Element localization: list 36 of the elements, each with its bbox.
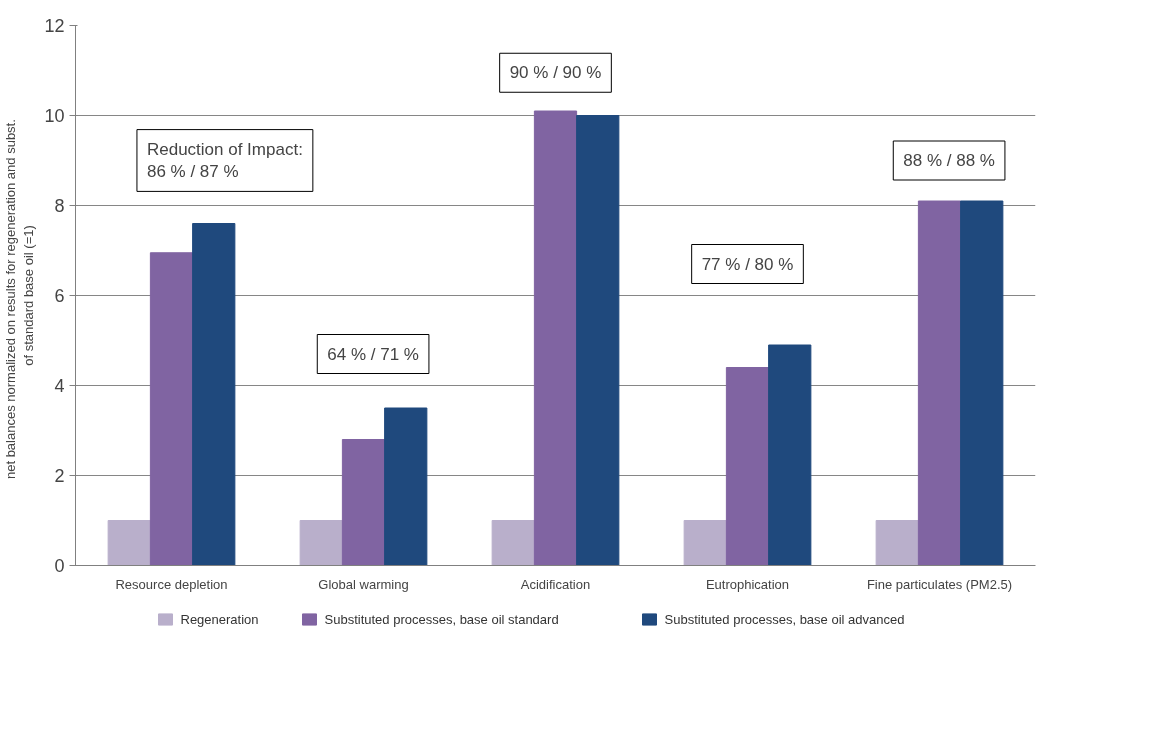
- annotation: 88 % / 88 %: [903, 151, 995, 170]
- bar: [299, 520, 343, 566]
- bar: [192, 223, 236, 566]
- annotation: Reduction of Impact: 86 % / 87 %: [146, 139, 303, 182]
- y-tick-label: 0: [54, 556, 65, 576]
- x-tick-label: Eutrophication: [705, 576, 790, 592]
- y-tick-label: 8: [54, 196, 65, 216]
- legend-label: Regeneration: [180, 612, 259, 627]
- x-tick-label: Acidification: [520, 576, 591, 592]
- bar: [107, 520, 151, 566]
- x-tick-label: Global warming: [318, 576, 409, 592]
- bar: [725, 367, 770, 566]
- y-axis-title: net balances normalized on results for regeneration and subst. of standard base oil (=1): [3, 119, 37, 480]
- y-tick-label: 12: [44, 16, 65, 36]
- bar: [576, 115, 620, 566]
- bar: [384, 407, 428, 566]
- legend-label: Substituted processes, base oil standard: [324, 612, 559, 627]
- x-tick-label: Resource depletion: [115, 576, 228, 592]
- bar: [341, 439, 386, 566]
- annotation: 64 % / 71 %: [327, 344, 419, 364]
- y-tick-label: 2: [54, 466, 65, 486]
- y-tick-label: 10: [44, 106, 65, 126]
- annotation: 90 % / 90 %: [509, 63, 602, 83]
- legend-label: Substituted processes, base oil advanced: [664, 612, 905, 627]
- bar: [960, 200, 1004, 566]
- annotation: 77 % / 80 %: [701, 254, 794, 274]
- bar: [683, 520, 727, 566]
- bar: [533, 110, 578, 566]
- bar: [149, 252, 194, 566]
- bar: [491, 520, 535, 566]
- bar: [917, 200, 962, 566]
- bar: [768, 344, 812, 566]
- x-tick-label: Fine particulates (PM2.5): [866, 576, 1013, 592]
- bar: [875, 520, 919, 566]
- y-tick-label: 6: [54, 286, 65, 306]
- y-tick-label: 4: [54, 376, 65, 396]
